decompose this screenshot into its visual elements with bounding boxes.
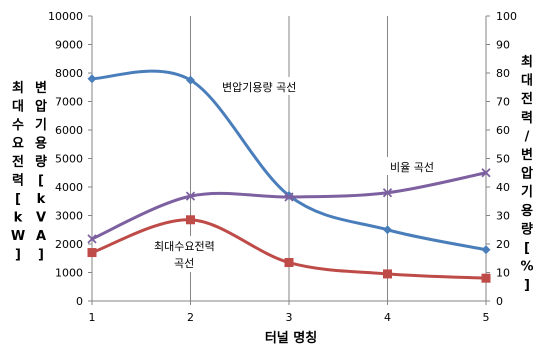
demand-curve-label-line1: 최대수요전력 (154, 240, 215, 253)
left-inner-axis-title: 변압기용량 [ kVA] (35, 81, 47, 263)
left-outer-axis-title: 최대수요전력 [ kW] (11, 81, 25, 263)
right-tick-label: 30 (496, 210, 510, 223)
axis-title-char: 압 (521, 167, 533, 182)
axis-title-char: 요 (12, 137, 24, 152)
axis-title-char: ] (524, 278, 530, 293)
x-tick-labels: 1 2 3 4 5 (89, 301, 490, 324)
axis-title-char: 변 (521, 148, 533, 163)
axis-title-char: 수 (12, 118, 24, 133)
right-tick-label: 60 (496, 124, 510, 137)
x-tick-label: 4 (384, 311, 391, 324)
axis-title-char: ] (15, 248, 21, 263)
series-1-point-4 (383, 225, 392, 235)
x-tick-label: 1 (89, 311, 96, 324)
right-tick-label: 50 (496, 153, 510, 166)
left-tick-label: 2000 (55, 238, 83, 251)
series-2-point-3 (284, 258, 294, 268)
series-1-point-5 (481, 245, 491, 255)
axis-title-char: 최 (12, 81, 24, 96)
axis-title-char: 량 (521, 222, 533, 237)
axis-title-char: [ (38, 174, 44, 189)
transformer-curve-label: 변압기용량 곡선 (222, 81, 296, 94)
axis-title-char: 기 (35, 118, 47, 133)
left-tick-label: 7000 (55, 96, 83, 109)
series-3-point-1 (87, 234, 97, 244)
left-tick-label: 5000 (55, 153, 83, 166)
right-tick-label: 70 (496, 96, 510, 109)
series-2-point-5 (481, 273, 491, 283)
axis-title-char: 용 (35, 136, 47, 152)
axis-title-char: 변 (35, 81, 47, 96)
series-3-point-5 (481, 168, 491, 178)
right-tick-label: 90 (496, 39, 510, 52)
axis-title-char: [ (15, 192, 21, 207)
axis-title-char: [ (524, 241, 530, 256)
left-tick-label: 0 (76, 295, 83, 308)
right-tick-label: 20 (496, 238, 510, 251)
axis-title-char: 기 (521, 185, 533, 200)
axis-title-char: 력 (12, 174, 24, 189)
x-tick-label: 3 (286, 311, 293, 324)
x-tick-label: 2 (187, 311, 194, 324)
transformer-annotation-bg (218, 77, 310, 95)
series-3-point-3 (284, 192, 294, 202)
axis-title-char: 력 (521, 111, 533, 126)
series-3-point-4 (382, 188, 393, 198)
left-tick-label: 1000 (55, 267, 83, 280)
axis-title-char: % (520, 260, 533, 275)
right-tick-label: 0 (496, 295, 503, 308)
axis-title-char: 대 (12, 100, 24, 115)
left-tick-label: 3000 (55, 210, 83, 223)
x-axis-title: 터널 명칭 (265, 330, 317, 346)
series-layer (87, 69, 491, 283)
left-tick-label: 9000 (55, 39, 83, 52)
left-tick-label: 10000 (48, 10, 83, 23)
right-tick-labels: 0 10 20 30 40 50 60 70 80 90 100 (486, 10, 517, 308)
axis-title-char: 전 (12, 154, 24, 170)
demand-annotation-bg (148, 236, 224, 272)
axis-title-char: V (36, 211, 46, 226)
series-2-point-4 (383, 269, 392, 279)
x-tick-label: 5 (483, 311, 490, 324)
right-tick-label: 100 (496, 10, 517, 23)
left-tick-label: 4000 (55, 181, 83, 194)
axis-title-char: 량 (35, 155, 47, 170)
axis-title-char: ] (38, 248, 44, 263)
demand-curve-label-line2: 곡선 (174, 257, 194, 270)
series-2-point-1 (87, 248, 97, 258)
left-tick-label: 6000 (55, 124, 83, 137)
axis-title-char: 대 (521, 74, 533, 89)
right-tick-label: 40 (496, 181, 510, 194)
axis-title-char: 용 (521, 203, 533, 219)
right-tick-label: 80 (496, 67, 510, 80)
axis-title-char: 전 (521, 91, 533, 107)
axis-title-char: / (525, 129, 530, 144)
ratio-curve-label: 비율 곡선 (390, 161, 434, 174)
ratio-annotation-bg (386, 157, 442, 175)
axis-title-char: W (11, 229, 25, 244)
axis-title-char: 최 (521, 55, 533, 70)
series-1-point-1 (87, 74, 97, 84)
axis-title-char: k (14, 211, 23, 226)
left-tick-label: 8000 (55, 67, 83, 80)
series-1-point-2 (186, 75, 195, 85)
axis-title-char: k (37, 192, 46, 207)
axis-title-char: 압 (35, 100, 47, 115)
right-tick-label: 10 (496, 267, 510, 280)
series-3-point-2 (185, 191, 196, 201)
axis-title-char: A (36, 229, 46, 244)
series-2-point-2 (186, 215, 195, 225)
left-tick-labels: 0 1000 2000 3000 4000 5000 6000 7000 8000 9000 100… (48, 10, 92, 308)
